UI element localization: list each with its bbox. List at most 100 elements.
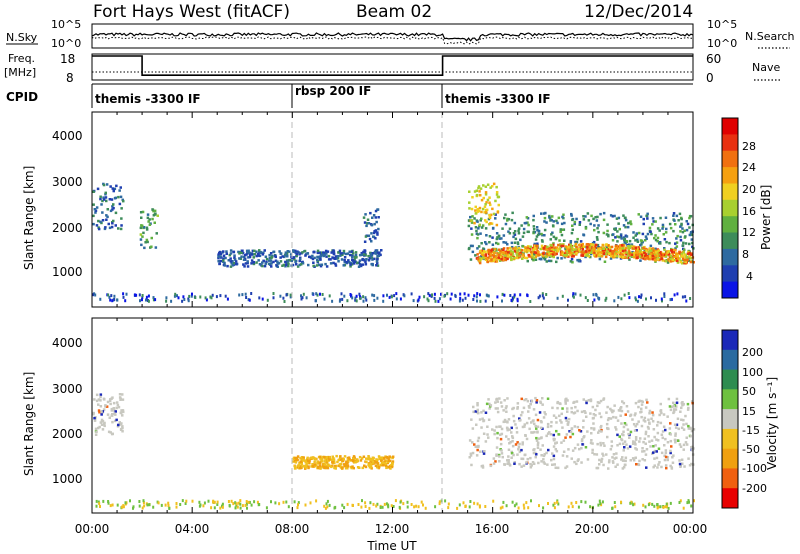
velocity-scatter-point [496, 410, 500, 414]
power-scatter-point [681, 244, 685, 247]
velocity-scatter-point [634, 436, 638, 439]
velocity-scatter-point [639, 437, 642, 440]
velocity-scatter-point [648, 440, 651, 443]
power-scatter-point [112, 188, 115, 192]
power-scatter-point [358, 259, 362, 262]
velocity-scatter-point [673, 408, 676, 411]
power-band-point [515, 248, 519, 251]
velocity-scatter-point [509, 440, 512, 444]
power-scatter-point [495, 241, 498, 245]
power-clutter-point [355, 299, 358, 303]
velocity-scatter-point [350, 466, 353, 470]
velocity-scatter-point [325, 466, 328, 469]
velocity-scatter-point [352, 459, 355, 463]
velocity-scatter-point [685, 422, 688, 426]
power-band-point [507, 249, 510, 252]
power-scatter-point [484, 185, 488, 188]
power-scatter-point [375, 264, 378, 267]
power-scatter-point [229, 249, 233, 252]
power-band-point [663, 248, 666, 252]
power-scatter-point [114, 211, 118, 215]
power-band-point [497, 256, 500, 259]
power-clutter-point [574, 292, 577, 296]
velocity-clutter-point [462, 501, 465, 505]
velocity-scatter-point [559, 419, 562, 422]
power-clutter-point [224, 294, 227, 298]
velocity-scatter-point [470, 418, 473, 421]
power-colorbar-swatch [722, 150, 738, 168]
velocity-scatter-point [565, 419, 568, 422]
power-clutter-point [122, 295, 125, 299]
velocity-scatter-point [665, 466, 668, 470]
velocity-scatter-point [521, 441, 524, 444]
power-band-point [500, 258, 503, 261]
power-clutter-point [382, 294, 385, 298]
power-clutter-point [516, 299, 519, 303]
power-scatter-point [346, 252, 350, 255]
velocity-scatter-point [495, 446, 499, 449]
power-band-point [685, 256, 689, 259]
velocity-scatter-point [668, 405, 672, 408]
power-scatter-point [242, 255, 246, 259]
power-scatter-point [295, 254, 298, 258]
velocity-scatter-point [93, 398, 96, 401]
velocity-scatter-point [112, 401, 116, 405]
power-band-point [571, 247, 574, 250]
power-scatter-point [362, 253, 366, 256]
power-scatter-point [111, 222, 114, 225]
power-band-point [586, 246, 589, 249]
velocity-scatter-point [567, 417, 571, 421]
power-scatter-point [287, 262, 290, 265]
power-scatter-point [217, 259, 220, 263]
velocity-scatter-point [380, 456, 383, 459]
power-clutter-point [219, 294, 222, 298]
velocity-scatter-point [655, 456, 659, 460]
velocity-scatter-point [323, 460, 327, 463]
velocity-scatter-point [622, 401, 626, 405]
velocity-scatter-point [582, 419, 585, 422]
power-scatter-point [92, 203, 95, 206]
velocity-scatter-point [305, 464, 308, 468]
velocity-scatter-point [676, 417, 680, 420]
velocity-scatter-point [632, 440, 635, 443]
power-colorbar-swatches [722, 118, 738, 299]
velocity-scatter-point [492, 457, 496, 460]
power-scatter-point [153, 209, 157, 213]
power-scatter-point [325, 265, 329, 268]
velocity-clutter-point [315, 499, 318, 503]
power-scatter-point [222, 250, 225, 253]
power-band-point [592, 249, 595, 252]
power-scatter-point [477, 185, 481, 188]
velocity-scatter-point [635, 463, 638, 466]
velocity-scatter-point [610, 444, 614, 448]
velocity-clutter-point [656, 503, 659, 507]
power-band-point [481, 256, 485, 259]
power-scatter-point [113, 197, 117, 200]
velocity-clutter-point [122, 504, 125, 508]
power-clutter-point [371, 293, 374, 297]
power-scatter-point [375, 260, 379, 263]
power-scatter-point [301, 262, 305, 265]
power-scatter-point [574, 240, 577, 244]
power-clutter-point [388, 295, 391, 299]
velocity-scatter-point [674, 426, 678, 429]
power-clutter-point [428, 293, 431, 297]
power-scatter-point [352, 259, 355, 262]
power-scatter-point [319, 264, 323, 268]
velocity-scatter-point [341, 459, 345, 462]
power-scatter-point [318, 251, 321, 254]
power-scatter-point [506, 217, 509, 221]
power-band-point [479, 249, 482, 253]
power-scatter-point [468, 190, 471, 193]
power-band-point [577, 249, 580, 253]
velocity-scatter-point [592, 427, 596, 430]
velocity-scatter-point [533, 422, 536, 426]
power-scatter-point [311, 257, 315, 261]
power-clutter-point [433, 292, 436, 296]
power-scatter-point [626, 225, 630, 229]
power-scatter-point [578, 221, 582, 224]
velocity-scatter-point [643, 416, 647, 420]
power-colorbar-swatch [722, 232, 738, 250]
power-scatter-point [504, 241, 508, 244]
velocity-scatter-point [623, 422, 627, 425]
